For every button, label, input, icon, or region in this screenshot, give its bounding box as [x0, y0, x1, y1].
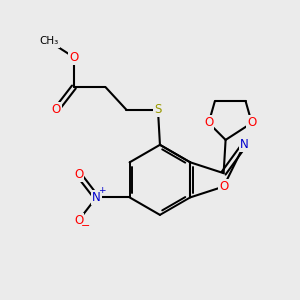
Text: O: O	[69, 51, 79, 64]
Text: S: S	[154, 103, 162, 116]
Text: O: O	[74, 214, 83, 227]
Text: N: N	[92, 191, 101, 204]
Text: CH₃: CH₃	[40, 37, 59, 46]
Text: −: −	[81, 221, 90, 231]
Text: O: O	[247, 116, 256, 129]
Text: +: +	[98, 186, 105, 195]
Text: N: N	[240, 138, 249, 151]
Text: O: O	[52, 103, 61, 116]
Text: O: O	[219, 180, 228, 193]
Text: O: O	[74, 168, 83, 181]
Text: O: O	[204, 116, 213, 129]
